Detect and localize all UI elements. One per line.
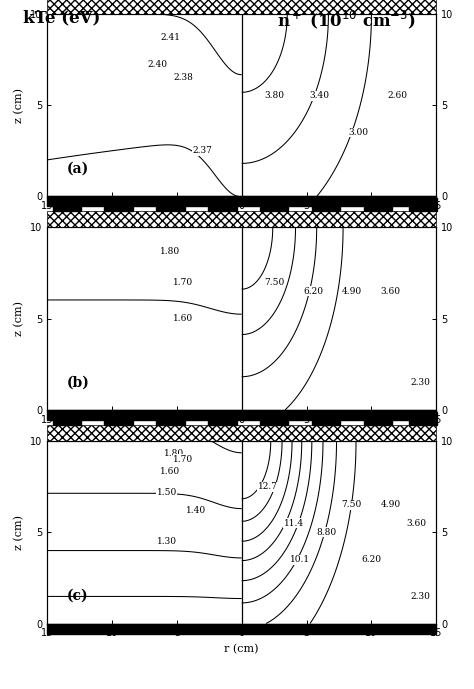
- Text: 3.80: 3.80: [264, 92, 284, 101]
- Text: (b): (b): [67, 376, 90, 389]
- Text: 6.20: 6.20: [361, 555, 381, 564]
- Bar: [53, 412, 81, 424]
- Text: 1.80: 1.80: [164, 449, 184, 458]
- Text: 10.1: 10.1: [290, 555, 310, 564]
- Y-axis label: z (cm): z (cm): [14, 88, 25, 123]
- Bar: [364, 198, 392, 211]
- Bar: [208, 198, 237, 211]
- Text: 6.20: 6.20: [303, 287, 323, 296]
- Text: 1.70: 1.70: [173, 278, 193, 287]
- Y-axis label: z (cm): z (cm): [14, 515, 25, 550]
- Text: 2.38: 2.38: [173, 73, 193, 82]
- Bar: [156, 198, 185, 211]
- Text: 2.30: 2.30: [410, 592, 430, 601]
- Text: 3.40: 3.40: [310, 92, 329, 101]
- Text: 7.50: 7.50: [342, 500, 362, 509]
- Bar: [47, 0, 436, 14]
- Text: 2.37: 2.37: [193, 146, 213, 155]
- Text: 3.60: 3.60: [381, 287, 401, 296]
- Bar: [156, 412, 185, 424]
- X-axis label: r (cm): r (cm): [225, 644, 259, 655]
- Text: 2.30: 2.30: [410, 378, 430, 387]
- Text: 4.90: 4.90: [342, 287, 362, 296]
- Bar: [47, 410, 436, 420]
- Text: 1.60: 1.60: [160, 468, 181, 477]
- Text: 7.50: 7.50: [264, 278, 284, 287]
- Text: 1.70: 1.70: [173, 455, 193, 464]
- Bar: [104, 198, 133, 211]
- Text: 2.40: 2.40: [147, 61, 167, 70]
- Bar: [409, 412, 438, 424]
- Bar: [260, 412, 288, 424]
- Bar: [409, 198, 438, 211]
- Text: 1.40: 1.40: [186, 506, 207, 515]
- Text: 1.30: 1.30: [156, 537, 177, 546]
- Text: 3.60: 3.60: [407, 519, 427, 528]
- Text: (a): (a): [67, 162, 89, 176]
- Bar: [260, 198, 288, 211]
- Bar: [47, 211, 436, 227]
- Text: 2.41: 2.41: [161, 33, 181, 42]
- Bar: [312, 412, 340, 424]
- Bar: [47, 424, 436, 441]
- Text: kTe (eV): kTe (eV): [23, 9, 100, 26]
- Text: 12.7: 12.7: [258, 482, 278, 491]
- Text: (c): (c): [67, 589, 89, 603]
- Text: 4.90: 4.90: [381, 500, 401, 509]
- Bar: [208, 412, 237, 424]
- Bar: [312, 198, 340, 211]
- Text: n$^+$ (10$^{10}$ cm$^{-3}$): n$^+$ (10$^{10}$ cm$^{-3}$): [276, 9, 416, 31]
- Text: 1.80: 1.80: [160, 247, 181, 256]
- Text: 1.60: 1.60: [173, 314, 193, 323]
- Text: 2.60: 2.60: [387, 92, 407, 101]
- Bar: [47, 624, 436, 634]
- Text: 11.4: 11.4: [283, 519, 304, 528]
- Text: 8.80: 8.80: [316, 528, 336, 537]
- Text: 1.50: 1.50: [156, 488, 177, 497]
- Bar: [53, 198, 81, 211]
- Y-axis label: z (cm): z (cm): [14, 301, 25, 336]
- Bar: [104, 412, 133, 424]
- Text: 3.00: 3.00: [348, 128, 368, 137]
- Bar: [364, 412, 392, 424]
- Bar: [47, 196, 436, 207]
